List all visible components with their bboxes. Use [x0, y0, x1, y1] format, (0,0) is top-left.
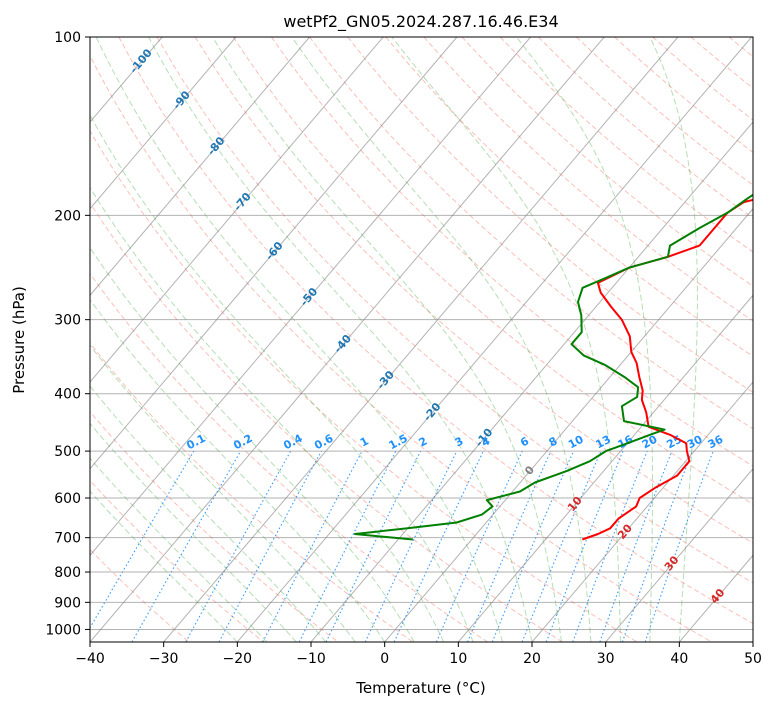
grid [90, 37, 753, 642]
moist-adiabat-line [391, 37, 621, 642]
mixing-ratio-line [185, 450, 292, 642]
isotherm-line [384, 207, 753, 642]
x-axis-title: Temperature (°C) [355, 679, 485, 697]
mixing-ratio-label: 36 [706, 433, 726, 452]
dry-adiabat-line [90, 479, 264, 642]
isotherm-line [90, 37, 458, 470]
y-tick-label: 200 [54, 208, 81, 224]
y-tick-label: 300 [54, 313, 81, 329]
dry-adiabat-line [90, 410, 339, 642]
y-tick-label: 1000 [45, 622, 81, 638]
mixing-ratio-line [298, 450, 397, 642]
y-tick-label: 900 [54, 595, 81, 611]
y-tick-label: 400 [54, 387, 81, 403]
profile-series [353, 193, 753, 541]
mixing-ratio-line [545, 450, 624, 642]
moist-adiabat-line [90, 385, 327, 642]
mixing-ratio-line [521, 450, 602, 642]
moist-adiabat-line [90, 490, 238, 642]
dry-adiabat-line [347, 37, 753, 393]
dry-adiabat-line [90, 272, 488, 642]
x-tick-label: 50 [744, 651, 762, 667]
isotherm-line [457, 294, 753, 642]
x-tick-label: −40 [75, 651, 105, 667]
mixing-ratio-line [599, 450, 673, 642]
dewpoint-profile-line [353, 193, 753, 541]
dry-adiabat-line [90, 202, 563, 642]
x-tick-label: 40 [670, 651, 688, 667]
x-tick-label: 20 [523, 651, 541, 667]
y-tick-label: 800 [54, 565, 81, 581]
chart-title: wetPf2_GN05.2024.287.16.46.E34 [283, 12, 558, 32]
isotherm-line [531, 381, 753, 642]
mixing-ratio-label: 30 [685, 433, 705, 452]
isotherm-line [605, 467, 753, 642]
isotherm-line [310, 121, 753, 642]
moist-adiabat-line [90, 344, 356, 642]
moist-adiabat-line [516, 37, 653, 642]
dry-adiabat-line [232, 37, 753, 505]
moist-adiabat-line [90, 422, 297, 642]
dry-adiabat-line [270, 37, 753, 467]
plot-background [90, 37, 753, 642]
mixing-ratio-line [325, 450, 422, 642]
x-tick-label: 0 [380, 651, 389, 667]
dry-adiabat-line [118, 37, 753, 624]
x-tick-label: 30 [597, 651, 615, 667]
moist-adiabat-line [90, 298, 386, 642]
dry-adiabat-line [156, 37, 753, 584]
mixing-ratio-line [435, 450, 523, 642]
dry-adiabat-line [90, 54, 712, 642]
mixing-ratio-line [644, 450, 714, 642]
moist-adiabat-line [90, 457, 268, 642]
moist-adiabat-line [649, 37, 698, 642]
x-axis: −40 −30 −20 −10 0 10 20 30 40 50 [75, 642, 762, 667]
y-axis-title: Pressure (hPa) [10, 286, 28, 394]
moist-adiabat-line [90, 246, 415, 642]
moist-adiabat-line [90, 113, 474, 642]
y-tick-label: 500 [54, 444, 81, 460]
mixing-ratio-label: 25 [664, 433, 684, 452]
isotherm-line [90, 37, 605, 642]
mixing-ratio-label: 10 [566, 433, 586, 452]
moist-adiabat-line [148, 37, 533, 642]
x-tick-label: −10 [296, 651, 326, 667]
plot-frame [89, 36, 754, 643]
x-tick-label: −20 [223, 651, 253, 667]
dry-adiabat-line [309, 37, 753, 430]
y-tick-label: 700 [54, 531, 81, 547]
isotherm-line [90, 37, 531, 557]
isotherm-line [90, 37, 237, 210]
y-tick-label: 100 [54, 30, 81, 46]
mixing-ratio-line [621, 450, 693, 642]
dry-adiabat-line [194, 37, 753, 544]
mixing-ratio-label: 13 [593, 433, 613, 452]
y-axis: 100 200 300 400 500 600 700 800 900 1000 [45, 30, 90, 638]
moist-adiabat-line [90, 186, 445, 642]
mixing-ratio-line [466, 450, 552, 642]
isotherm-line [90, 37, 384, 383]
x-tick-label: −30 [149, 651, 179, 667]
y-tick-label: 600 [54, 491, 81, 507]
thermo-background-lines [90, 37, 775, 642]
isotherm-line [90, 37, 310, 297]
x-tick-label: 10 [449, 651, 467, 667]
isotherm-line [752, 641, 753, 642]
dry-adiabat-line [767, 37, 775, 642]
mixing-ratio-line [218, 450, 322, 642]
temperature-profile-line [581, 198, 753, 541]
dry-adiabat-line [90, 129, 638, 642]
isotherm-line [163, 37, 679, 642]
mixing-ratio-line [572, 450, 648, 642]
moist-adiabat-line [291, 37, 592, 642]
isotherm-line [236, 37, 752, 642]
